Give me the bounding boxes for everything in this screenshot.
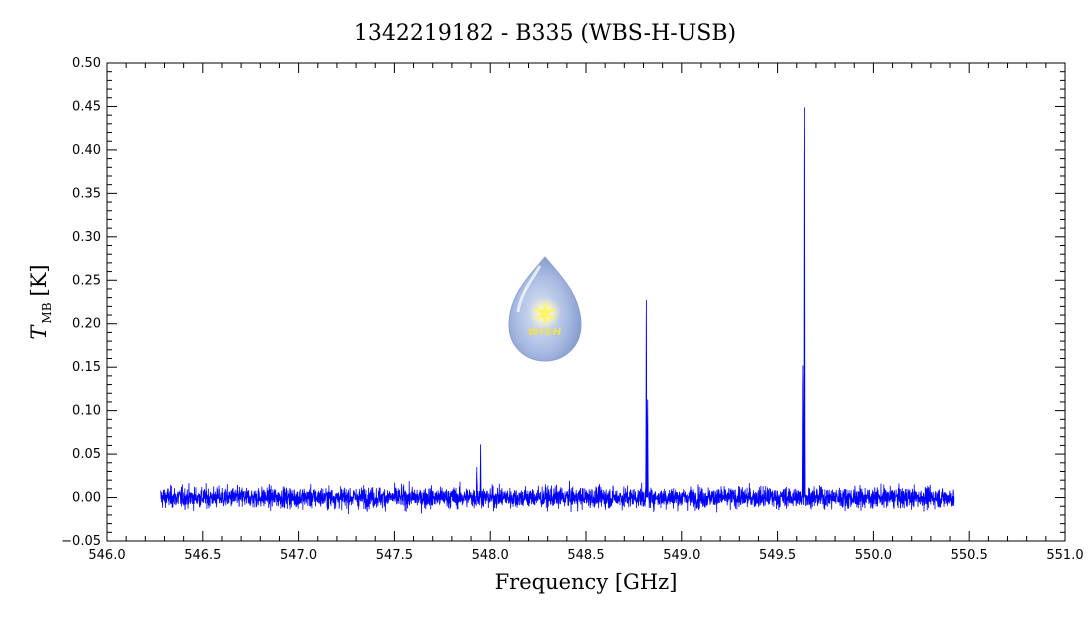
- spectrum-line: [160, 107, 955, 515]
- logo-text: WISH: [528, 327, 562, 338]
- y-tick-label: 0.25: [72, 273, 101, 288]
- y-tick-label: 0.05: [72, 447, 101, 462]
- x-tick-label: 549.5: [759, 548, 796, 563]
- x-tick-label: 547.0: [280, 548, 317, 563]
- x-tick-label: 546.0: [88, 548, 125, 563]
- x-tick-label: 549.0: [663, 548, 700, 563]
- y-axis: −0.05 0.00 0.05 0.10 0.15 0.20 0.25 0.30 0.35 0.4…: [61, 56, 1065, 549]
- y-tick-label: 0.30: [72, 230, 101, 245]
- x-axis-title: Frequency [GHz]: [495, 570, 678, 594]
- y-tick-label: 0.45: [72, 99, 101, 114]
- x-tick-label: 551.0: [1046, 548, 1083, 563]
- chart-title: 1342219182 - B335 (WBS-H-USB): [354, 21, 736, 46]
- y-tick-label: 0.10: [72, 404, 101, 419]
- x-tick-label: 550.0: [855, 548, 892, 563]
- y-tick-label: 0.15: [72, 360, 101, 375]
- x-tick-label: 548.0: [472, 548, 509, 563]
- svg-text:TMB[K]: TMB [K]: [27, 264, 54, 339]
- y-tick-label: 0.20: [72, 317, 101, 332]
- y-tick-label: 0.50: [72, 56, 101, 71]
- y-tick-label: 0.35: [72, 186, 101, 201]
- y-tick-label: 0.40: [72, 143, 101, 158]
- y-axis-title-main: T: [27, 324, 51, 340]
- star-icon: [534, 301, 556, 326]
- x-tick-label: 547.5: [376, 548, 413, 563]
- x-tick-label: 550.5: [951, 548, 988, 563]
- plot-frame: [106, 62, 1066, 542]
- x-tick-label: 548.5: [567, 548, 604, 563]
- x-tick-label: 546.5: [184, 548, 221, 563]
- y-tick-label: 0.00: [72, 491, 101, 506]
- y-axis-title-unit: [K]: [27, 264, 51, 296]
- y-tick-label: −0.05: [61, 534, 101, 549]
- y-axis-title-sub: MB: [40, 302, 54, 323]
- x-axis: 546.0 546.5 547.0 547.5 548.0 548.5 549.0 549.5…: [88, 63, 1084, 563]
- wish-logo: WISH: [508, 256, 582, 362]
- y-axis-title: TMB [K]: [27, 264, 54, 339]
